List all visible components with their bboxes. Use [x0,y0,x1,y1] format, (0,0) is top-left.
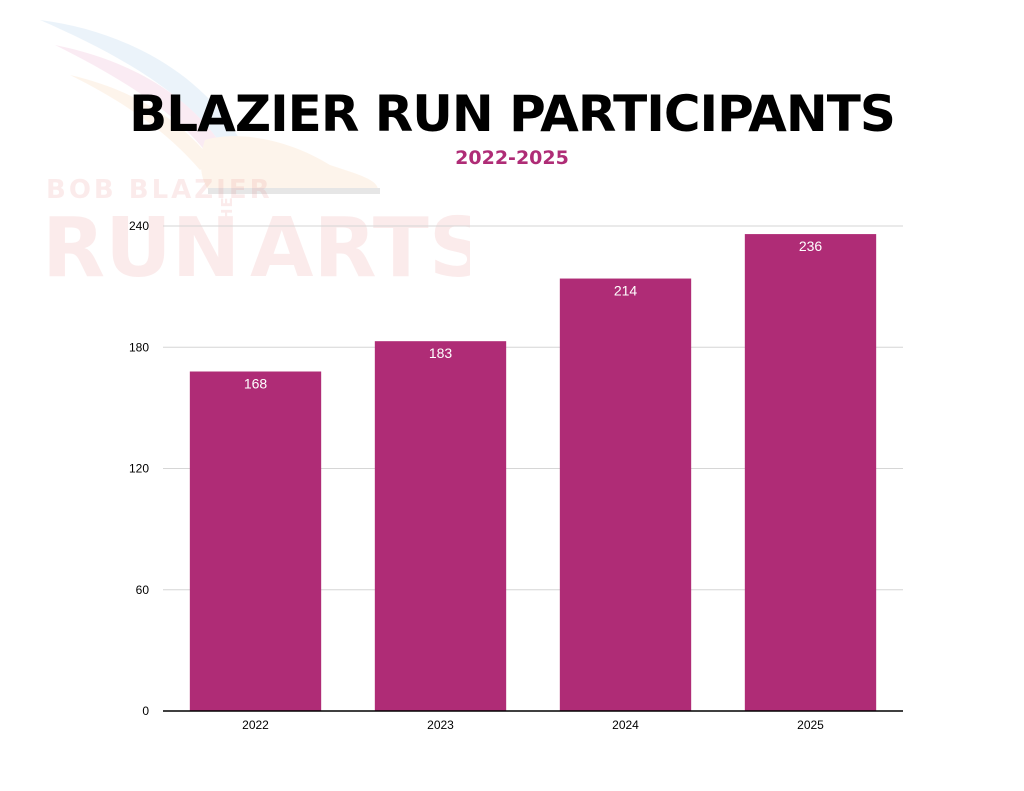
data-label-2022: 168 [244,376,268,392]
axis-layer: 0 60 120 180 240 2022 2023 2024 2025 [129,219,903,732]
y-tick-label: 60 [136,583,150,597]
x-tick-label-2025: 2025 [797,718,824,732]
y-tick-label: 180 [129,340,149,354]
label-layer: 168 183 214 236 [244,238,823,391]
bar-layer [189,234,877,712]
x-tick-label-2022: 2022 [242,718,269,732]
data-label-2024: 214 [614,283,638,299]
bar-2022 [189,371,322,711]
chart-title: BLAZIER RUN PARTICIPANTS [129,85,896,143]
y-tick-label: 120 [129,462,149,476]
y-tick-label: 0 [142,704,149,718]
data-label-2025: 236 [799,238,823,254]
x-tick-label-2023: 2023 [427,718,454,732]
x-tick-label-2024: 2024 [612,718,639,732]
data-label-2023: 183 [429,345,453,361]
bar-2023 [374,341,507,711]
bar-2025 [744,234,877,712]
y-tick-label: 240 [129,219,149,233]
bar-2024 [559,278,692,711]
chart-subtitle: 2022-2025 [455,147,569,169]
